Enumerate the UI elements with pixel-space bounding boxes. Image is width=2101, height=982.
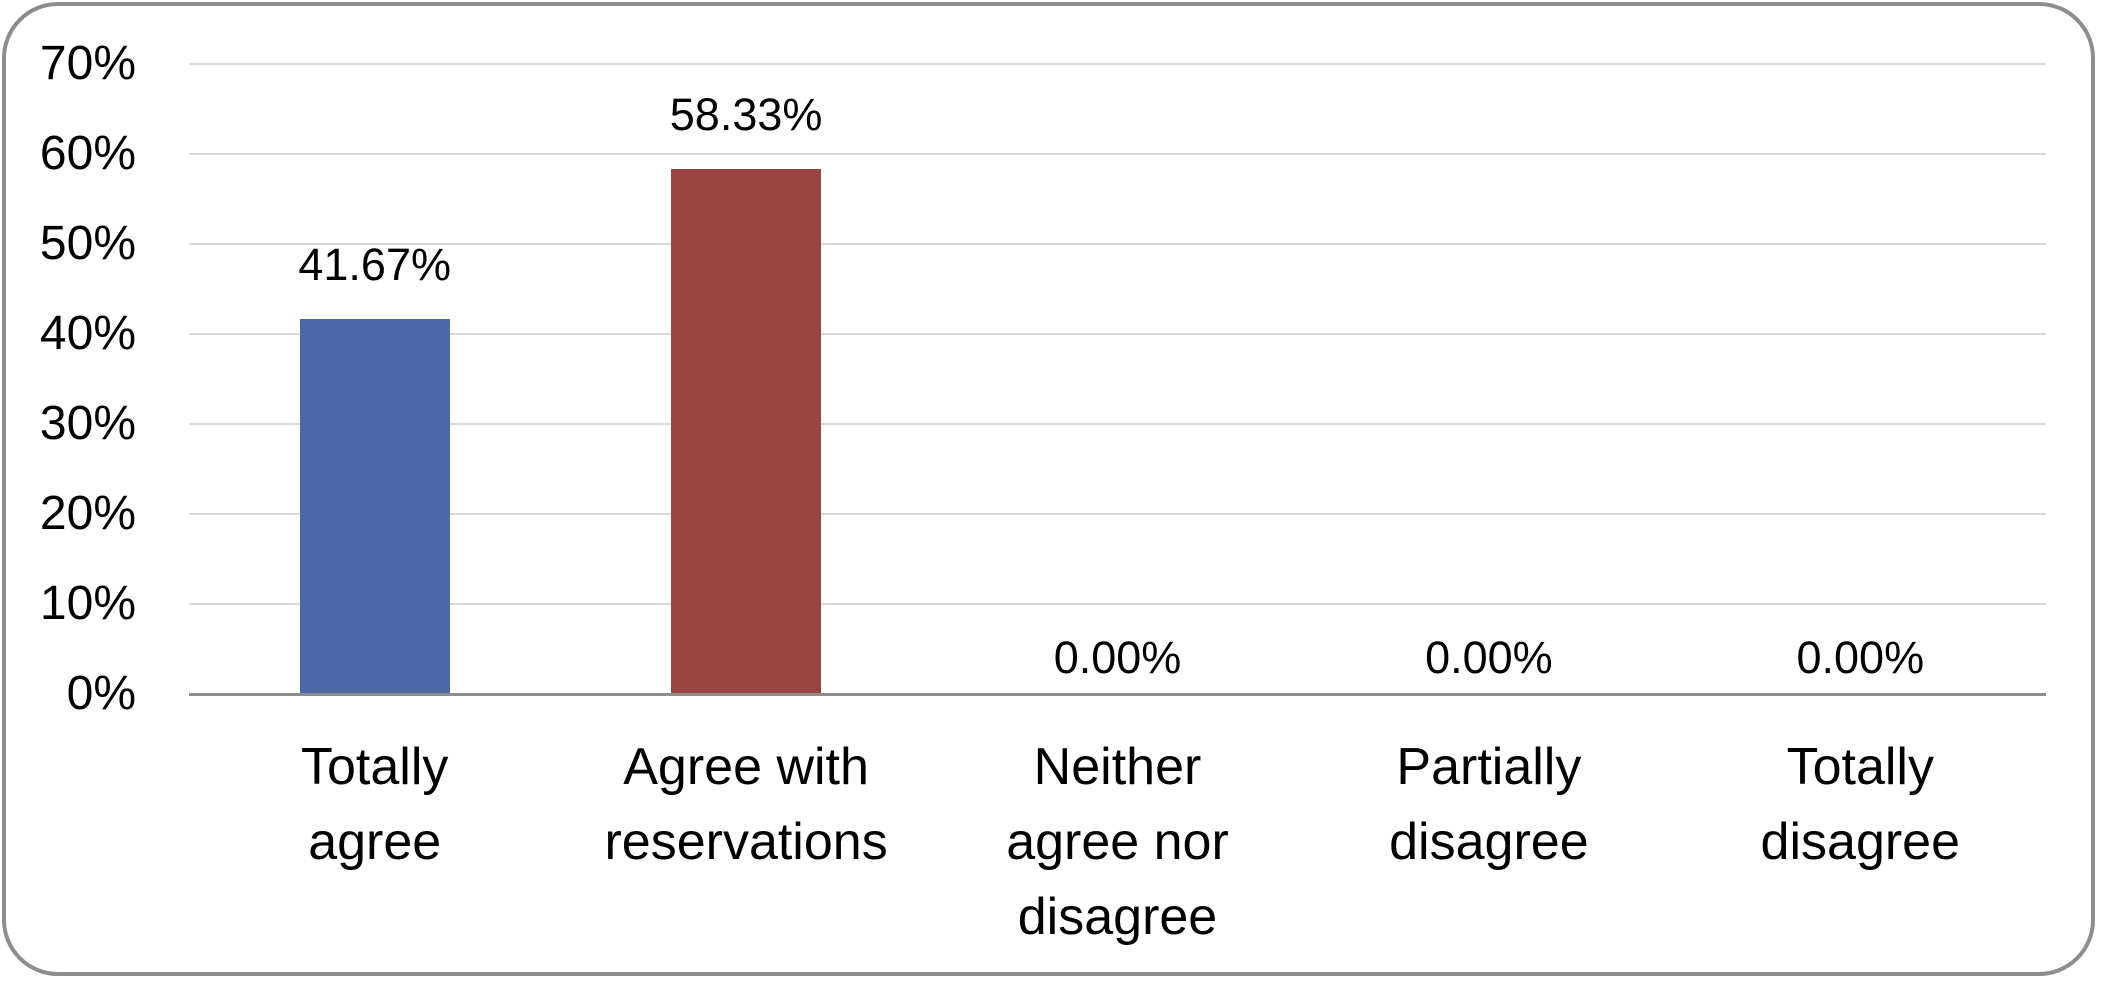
category-label-totally-agree: Totally agree [300, 738, 449, 871]
y-tick-label-60pct: 60% [39, 127, 136, 180]
y-tick-label-40pct: 40% [39, 307, 136, 360]
data-label-neither-agree-nor-disagree: 0.00% [1053, 632, 1182, 683]
gridline-70 [189, 63, 2046, 65]
y-tick-label-10pct: 10% [39, 577, 136, 630]
data-label-agree-with-reservations: 58.33% [669, 89, 823, 141]
gridline-60 [189, 153, 2046, 155]
category-label-agree-with-reservations: Agree with reservations [604, 738, 888, 871]
data-label-partially-disagree: 0.00% [1425, 632, 1553, 683]
category-label-partially-disagree: Partially disagree [1389, 738, 1589, 871]
x-axis-line [189, 693, 2046, 696]
data-label-totally-agree: 41.67% [298, 238, 451, 290]
bar-agree-with-reservations [671, 169, 822, 694]
y-tick-label-50pct: 50% [39, 217, 136, 270]
y-tick-label-20pct: 20% [39, 487, 136, 540]
y-tick-label-30pct: 30% [39, 397, 136, 450]
gridline-20 [189, 513, 2046, 515]
gridline-10 [189, 603, 2046, 605]
category-label-neither-agree-nor-disagree: Neither agree nor disagree [1006, 738, 1229, 946]
y-tick-label-70pct: 70% [39, 37, 136, 90]
category-label-totally-disagree: Totally disagree [1760, 738, 1961, 871]
gridline-30 [189, 423, 2046, 425]
data-label-totally-disagree: 0.00% [1796, 632, 1925, 683]
y-tick-label-0pct: 0% [66, 667, 136, 720]
bar-totally-agree [299, 318, 450, 694]
gridline-50 [189, 243, 2046, 245]
gridline-40 [189, 333, 2046, 335]
